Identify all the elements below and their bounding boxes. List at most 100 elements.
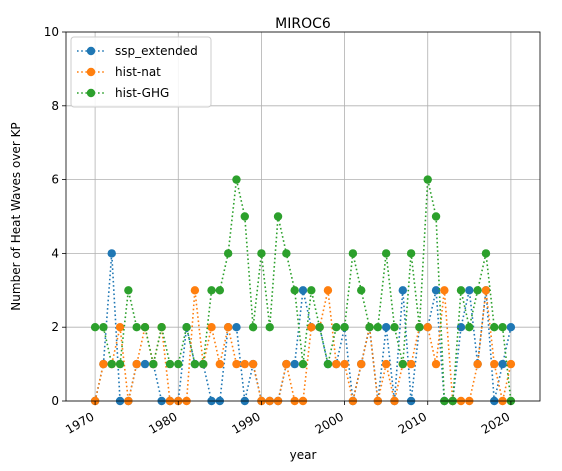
legend-item: hist-GHG — [77, 86, 169, 100]
y-axis-label: Number of Heat Waves over KP — [9, 122, 23, 310]
data-point — [456, 286, 466, 295]
data-point — [232, 175, 241, 184]
y-tick-label: 10 — [44, 25, 59, 39]
data-point — [323, 286, 333, 295]
data-point — [248, 323, 258, 332]
data-point — [340, 359, 349, 369]
data-point — [223, 249, 233, 258]
data-point — [215, 286, 225, 295]
chart-title: MIROC6 — [275, 16, 331, 32]
x-axis-label: year — [290, 448, 317, 462]
y-tick-label: 8 — [51, 99, 59, 113]
legend-item: hist-nat — [77, 65, 161, 79]
legend-label: hist-GHG — [115, 86, 169, 100]
data-point — [282, 249, 291, 258]
y-tick-label: 2 — [51, 320, 59, 334]
legend-marker — [86, 46, 96, 56]
data-point — [307, 323, 316, 332]
plot-frame — [65, 31, 541, 402]
data-point — [498, 323, 507, 332]
data-point — [390, 323, 399, 332]
x-tick-label: 2020 — [479, 409, 512, 436]
data-point — [215, 359, 225, 369]
series-layer — [90, 175, 516, 406]
data-point — [165, 359, 175, 369]
data-point — [357, 359, 366, 369]
data-point — [481, 286, 491, 295]
x-tick-label: 2000 — [313, 409, 346, 436]
y-tick-label: 0 — [51, 394, 59, 408]
data-point — [381, 359, 391, 369]
data-point — [465, 323, 474, 332]
data-point — [290, 359, 299, 369]
data-point — [490, 359, 499, 369]
data-point — [290, 286, 299, 295]
data-point — [357, 286, 366, 295]
legend-box — [70, 36, 212, 108]
y-tick-label: 4 — [51, 246, 59, 260]
data-point — [423, 175, 432, 184]
legend-label: ssp_extended — [115, 44, 198, 58]
series-hist-nat — [90, 286, 516, 406]
data-point — [332, 323, 341, 332]
data-point — [423, 323, 432, 332]
data-point — [240, 212, 249, 221]
y-tick-label: 6 — [51, 173, 59, 187]
data-point — [298, 286, 308, 295]
data-point — [315, 323, 324, 332]
data-point — [90, 323, 100, 332]
data-point — [223, 323, 233, 332]
data-point — [107, 359, 116, 369]
data-point — [115, 359, 125, 369]
data-point — [115, 323, 125, 332]
data-point — [240, 359, 249, 369]
data-point — [265, 323, 274, 332]
data-point — [431, 359, 441, 369]
data-point — [365, 323, 374, 332]
data-point — [298, 359, 308, 369]
data-point — [190, 286, 200, 295]
data-point — [140, 323, 150, 332]
data-point — [132, 323, 141, 332]
data-point — [473, 359, 482, 369]
data-point — [415, 323, 424, 332]
data-point — [490, 323, 499, 332]
data-point — [431, 286, 441, 295]
legend-label: hist-nat — [115, 65, 161, 79]
data-point — [282, 359, 291, 369]
data-point — [431, 212, 441, 221]
data-point — [157, 323, 166, 332]
data-point — [323, 359, 333, 369]
y-axis-ticks: 0 2 4 6 8 10 — [44, 25, 66, 408]
series-hist-GHG — [90, 175, 516, 406]
data-point — [332, 359, 341, 369]
series-line — [95, 179, 512, 402]
data-point — [149, 359, 158, 369]
x-tick-label: 1970 — [63, 409, 96, 436]
data-point — [381, 323, 391, 332]
data-point — [182, 323, 191, 332]
data-point — [406, 249, 416, 258]
data-point — [107, 249, 116, 258]
data-point — [207, 286, 216, 295]
data-point — [498, 359, 507, 369]
legend: ssp_extended hist-nat hist-GHG — [70, 36, 212, 108]
data-point — [348, 249, 358, 258]
x-axis-ticks: 1970 1980 1990 2000 2010 2020 — [63, 401, 512, 437]
data-point — [132, 359, 141, 369]
data-point — [440, 286, 449, 295]
data-point — [481, 249, 491, 258]
data-point — [406, 359, 416, 369]
data-point — [124, 286, 133, 295]
data-point — [174, 359, 183, 369]
data-point — [473, 286, 482, 295]
data-point — [506, 323, 516, 332]
x-tick-label: 1980 — [146, 409, 179, 436]
data-point — [232, 359, 241, 369]
data-point — [199, 359, 208, 369]
legend-item: ssp_extended — [77, 44, 198, 58]
data-point — [340, 323, 349, 332]
data-point — [257, 249, 266, 258]
data-point — [273, 212, 283, 221]
